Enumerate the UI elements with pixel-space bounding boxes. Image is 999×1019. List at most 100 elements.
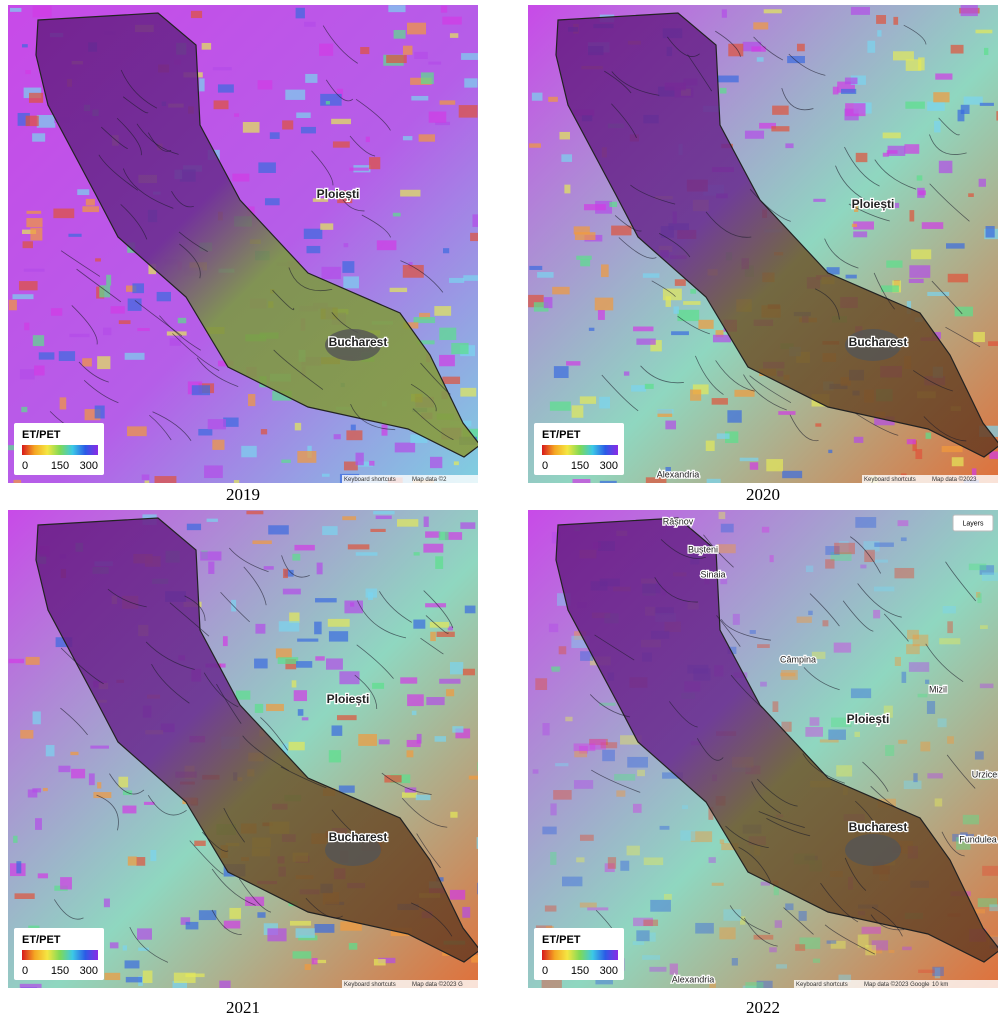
raster-patch <box>400 190 420 197</box>
raster-patch <box>907 439 916 444</box>
raster-patch <box>720 839 724 843</box>
raster-patch <box>712 398 728 405</box>
place-label: Bucharest <box>329 830 388 844</box>
raster-patch <box>305 964 311 970</box>
raster-patch <box>854 437 863 443</box>
raster-patch <box>935 73 952 79</box>
raster-patch <box>25 70 30 74</box>
raster-patch <box>376 516 392 519</box>
raster-patch <box>461 53 478 60</box>
raster-patch <box>608 857 616 869</box>
raster-patch <box>93 792 111 798</box>
raster-patch <box>874 543 894 547</box>
legend-tick: 0 <box>542 965 548 977</box>
raster-patch <box>465 606 476 614</box>
raster-patch <box>627 757 648 768</box>
raster-patch <box>757 644 770 648</box>
raster-patch <box>853 231 867 237</box>
color-ramp <box>22 445 98 455</box>
raster-patch <box>258 80 273 89</box>
attribution-text: Map data ©2023 <box>932 476 977 483</box>
raster-patch <box>435 556 443 569</box>
raster-patch <box>854 732 859 737</box>
attribution: Keyboard shortcutsMap data ©2023 <box>862 475 998 483</box>
raster-patch <box>441 6 447 13</box>
raster-patch <box>22 44 28 47</box>
raster-patch <box>12 294 33 299</box>
raster-patch <box>16 861 21 873</box>
raster-patch <box>419 134 435 141</box>
raster-patch <box>624 371 629 375</box>
raster-patch <box>426 697 444 705</box>
raster-patch <box>301 127 316 134</box>
caption: 2019 <box>8 485 478 505</box>
raster-patch <box>893 17 898 25</box>
raster-patch <box>450 890 465 900</box>
raster-patch <box>595 298 613 311</box>
raster-patch <box>732 958 738 966</box>
caption: 2022 <box>528 998 998 1018</box>
raster-patch <box>918 694 928 698</box>
raster-patch <box>952 457 964 466</box>
raster-patch <box>202 43 211 50</box>
raster-patch <box>550 852 556 865</box>
place-label: Râșnov <box>663 516 694 526</box>
raster-patch <box>224 921 240 929</box>
raster-patch <box>60 877 72 889</box>
map: PloieștiBucharestET/PET0150300Keyboard s… <box>8 510 478 988</box>
raster-patch <box>255 624 265 634</box>
place-label: Bucharest <box>849 820 908 834</box>
raster-patch <box>356 552 378 555</box>
raster-patch <box>580 259 590 266</box>
raster-patch <box>297 639 318 642</box>
raster-patch <box>565 717 572 722</box>
raster-patch <box>29 93 43 103</box>
raster-patch <box>806 566 813 572</box>
raster-patch <box>989 904 998 911</box>
raster-patch <box>754 935 774 940</box>
raster-patch <box>977 593 981 603</box>
raster-patch <box>576 857 584 862</box>
raster-patch <box>342 516 356 520</box>
raster-patch <box>450 662 463 674</box>
raster-patch <box>125 960 140 968</box>
raster-patch <box>720 88 727 94</box>
raster-patch <box>315 656 324 660</box>
place-label: Alexandria <box>657 469 700 479</box>
raster-patch <box>918 190 926 195</box>
raster-patch <box>119 320 131 324</box>
place-label: Mizil <box>929 684 947 694</box>
raster-patch <box>234 113 239 116</box>
attribution-text: Map data ©2023 Google <box>864 981 930 988</box>
raster-patch <box>370 529 385 532</box>
raster-patch <box>616 790 625 796</box>
raster-patch <box>894 568 914 578</box>
raster-patch <box>314 622 321 635</box>
raster-patch <box>552 667 560 672</box>
raster-patch <box>28 789 38 797</box>
map-panel: PloieștiBucharestET/PET0150300Keyboard s… <box>8 5 478 483</box>
raster-patch <box>459 105 478 118</box>
raster-patch <box>682 805 688 809</box>
raster-patch <box>213 67 232 70</box>
raster-patch <box>587 907 608 910</box>
raster-patch <box>910 210 915 221</box>
raster-patch <box>254 659 268 669</box>
raster-patch <box>470 233 478 241</box>
raster-patch <box>105 973 121 980</box>
raster-patch <box>26 116 39 126</box>
place-label: Fundulea <box>959 834 997 844</box>
raster-patch <box>439 355 455 366</box>
raster-patch <box>722 9 727 17</box>
raster-patch <box>717 433 730 438</box>
raster-patch <box>344 243 349 247</box>
raster-patch <box>369 461 374 466</box>
raster-patch <box>446 689 454 696</box>
raster-patch <box>852 224 857 227</box>
raster-patch <box>13 480 21 483</box>
raster-patch <box>315 598 337 602</box>
place-label: Alexandria <box>672 974 715 984</box>
raster-patch <box>889 950 895 953</box>
raster-patch <box>339 671 359 684</box>
raster-patch <box>553 790 571 800</box>
